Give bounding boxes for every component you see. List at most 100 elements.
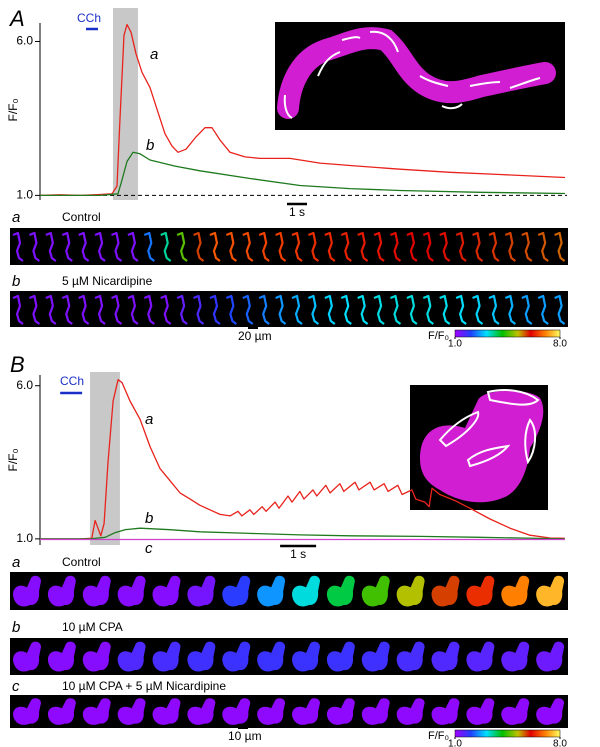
cell-frame (488, 231, 500, 262)
strip-title: Control (62, 210, 101, 224)
cell-frame (176, 231, 188, 262)
length-scale-label: 10 µm (228, 729, 262, 743)
curve-label: a (150, 46, 158, 63)
cell-frame (222, 641, 251, 672)
image-strip (10, 695, 568, 728)
trace (39, 23, 566, 197)
cell-frame (390, 294, 402, 325)
strip-letter: b (12, 619, 20, 636)
cell-frame (82, 575, 111, 607)
cell-frame (501, 698, 530, 725)
cell-frame (373, 294, 385, 325)
strip-title: 10 µM CPA + 5 µM Nicardipine (62, 679, 226, 693)
cell-frame (431, 575, 460, 607)
cell-frame (537, 231, 549, 262)
length-scale-label: 20 µm (238, 329, 272, 343)
y-tick-label: 6.0 (16, 378, 33, 392)
curve-label: b (146, 137, 154, 154)
strip-letter: c (12, 678, 20, 695)
y-tick-label: 1.0 (16, 188, 33, 202)
trace (40, 527, 565, 540)
cell-frame (222, 575, 251, 607)
cell-frame (78, 294, 90, 325)
cell-frame (143, 231, 155, 262)
cell-frame (361, 575, 390, 607)
colorbar-label: F/F₀ (428, 330, 449, 342)
stimulus-window (113, 8, 138, 200)
cell-frame (536, 641, 565, 672)
strip-letter: b (12, 273, 20, 290)
cell-frame (78, 231, 90, 262)
cell-frame (225, 294, 238, 325)
cell-frame (292, 641, 320, 672)
cell-frame (504, 231, 517, 262)
cell-frame (361, 641, 390, 672)
cell-frame (152, 698, 181, 725)
cell-frame (501, 575, 530, 607)
cell-frame (152, 575, 181, 607)
cell-frame (308, 294, 320, 325)
cell-frame (45, 231, 57, 262)
cell-frame (117, 575, 146, 607)
cell-frame (111, 231, 123, 262)
cell-frame (82, 698, 111, 725)
cell-frame (291, 231, 303, 262)
colorbar (454, 729, 561, 738)
cell-frame (193, 231, 205, 262)
cell-frame (47, 641, 76, 672)
strip-title: Control (62, 555, 101, 569)
cell-frame (396, 641, 425, 672)
cell-frame (127, 294, 139, 325)
curve-label: c (145, 540, 153, 557)
cell-frame (324, 294, 336, 325)
cell-frame (472, 294, 484, 325)
curve-label: a (145, 411, 153, 428)
cell-frame (257, 575, 286, 607)
strip-title: 10 µM CPA (62, 620, 123, 634)
y-tick-label: 6.0 (16, 34, 33, 48)
cell-frame (521, 231, 533, 262)
colorbar-label: F/F₀ (428, 730, 449, 742)
cell-frame (406, 294, 418, 325)
cell-frame (257, 698, 286, 725)
cell-frame (275, 294, 287, 325)
cell-frame (47, 698, 76, 725)
cell-frame (160, 294, 172, 325)
cell-frame (61, 231, 73, 262)
time-scale-label: 1 s (290, 547, 306, 561)
trace (40, 151, 566, 197)
cell-frame (111, 294, 123, 325)
cell-frame (45, 294, 57, 325)
cell-frame (466, 641, 495, 672)
colorbar (454, 329, 561, 338)
cell-frame (12, 231, 24, 262)
cell-frame (308, 231, 320, 262)
y-axis-label: F/F₀ (6, 448, 20, 471)
image-strip (10, 572, 568, 610)
cell-frame (488, 294, 500, 325)
cell-frame (222, 698, 251, 725)
cell-frame (431, 698, 460, 725)
cell-frame (143, 294, 155, 325)
cell-frame (373, 231, 385, 262)
cell-frame (275, 231, 287, 262)
cell-frame (390, 231, 402, 262)
cell-frame (357, 231, 369, 262)
cell-frame (47, 575, 76, 607)
image-strip (10, 638, 568, 675)
image-strip (10, 228, 568, 265)
cell-frame (12, 294, 24, 325)
cell-frame (193, 294, 205, 325)
cell-frame (292, 698, 320, 725)
cell-frame (29, 294, 41, 325)
strip-letter: a (12, 209, 20, 226)
cell-frame (242, 231, 254, 262)
panel-label: B (10, 352, 25, 377)
cell-frame (422, 231, 434, 262)
stimulus-label: CCh (77, 11, 101, 25)
cell-frame (326, 641, 355, 672)
cell-frame (152, 641, 181, 672)
cell-frame (326, 698, 355, 725)
cell-frame (127, 231, 139, 262)
